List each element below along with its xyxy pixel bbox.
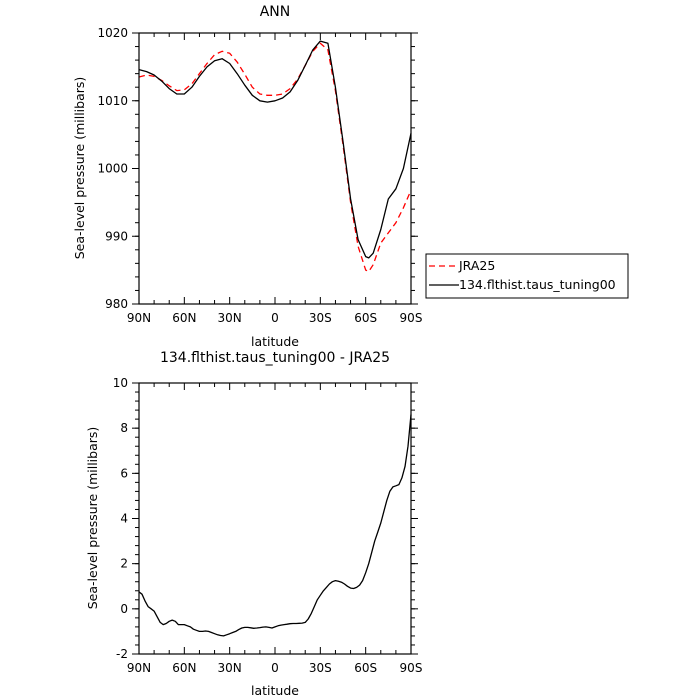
top-plot-frame [138, 32, 412, 305]
top-x-tick-label: 90S [400, 311, 423, 325]
top-x-tick-label: 60N [172, 311, 196, 325]
top-y-tick-labels: 980 990 1000 1010 1020 [97, 26, 128, 311]
bottom-series-lines [138, 414, 412, 637]
legend-box [425, 253, 629, 299]
legend-label-jra25: JRA25 [458, 258, 495, 273]
top-x-axis-label: latitude [251, 334, 299, 349]
top-series-line-1 [138, 40, 412, 259]
top-y-tick-label: 980 [105, 297, 128, 311]
bottom-plot-frame [138, 382, 412, 655]
top-x-tick-label: 30S [309, 311, 332, 325]
bottom-y-tick-label: 4 [120, 512, 128, 526]
legend: JRA25 134.flthist.taus_tuning00 [425, 253, 629, 299]
bottom-x-tick-label: 30N [218, 661, 242, 675]
bottom-y-tick-label: 6 [120, 466, 128, 480]
top-x-tick-label: 30N [218, 311, 242, 325]
bottom-y-tick-label: 0 [120, 602, 128, 616]
top-x-tick-label: 0 [271, 311, 279, 325]
top-series-line-0 [138, 42, 412, 273]
bottom-y-tick-label: 2 [120, 557, 128, 571]
bottom-x-axis-label: latitude [251, 683, 299, 698]
bottom-x-tick-label: 90N [127, 661, 151, 675]
bottom-x-tick-label: 90S [400, 661, 423, 675]
top-x-tick-labels: 90N 60N 30N 0 30S 60S 90S [127, 311, 423, 325]
top-x-tick-label: 90N [127, 311, 151, 325]
top-tick-marks [132, 32, 418, 305]
bottom-y-tick-label: -2 [116, 647, 128, 661]
bottom-x-tick-label: 30S [309, 661, 332, 675]
bottom-chart-title: 134.flthist.taus_tuning00 - JRA25 [160, 350, 390, 366]
top-y-tick-label: 1010 [97, 94, 128, 108]
bottom-x-tick-label: 60S [354, 661, 377, 675]
bottom-panel: 134.flthist.taus_tuning00 - JRA25 latitu… [85, 350, 422, 698]
top-chart-title: ANN [260, 4, 291, 20]
top-y-axis-label: Sea-level pressure (millibars) [72, 77, 87, 260]
top-y-tick-label: 1020 [97, 26, 128, 40]
top-y-tick-label: 990 [105, 229, 128, 243]
top-series-lines [138, 40, 412, 273]
top-y-tick-label: 1000 [97, 162, 128, 176]
bottom-tick-marks [132, 382, 418, 655]
bottom-y-axis-label: Sea-level pressure (millibars) [85, 427, 100, 610]
bottom-series-line-0 [138, 414, 412, 637]
bottom-y-tick-label: 10 [113, 376, 128, 390]
top-panel: ANN latitude Sea-level pressure (milliba… [72, 4, 422, 349]
bottom-x-tick-labels: 90N 60N 30N 0 30S 60S 90S [127, 661, 423, 675]
bottom-x-tick-label: 60N [172, 661, 196, 675]
bottom-y-tick-label: 8 [120, 421, 128, 435]
bottom-x-tick-label: 0 [271, 661, 279, 675]
top-x-tick-label: 60S [354, 311, 377, 325]
legend-label-model: 134.flthist.taus_tuning00 [459, 277, 616, 292]
bottom-y-tick-labels: -2 0 2 4 6 8 10 [113, 376, 128, 661]
